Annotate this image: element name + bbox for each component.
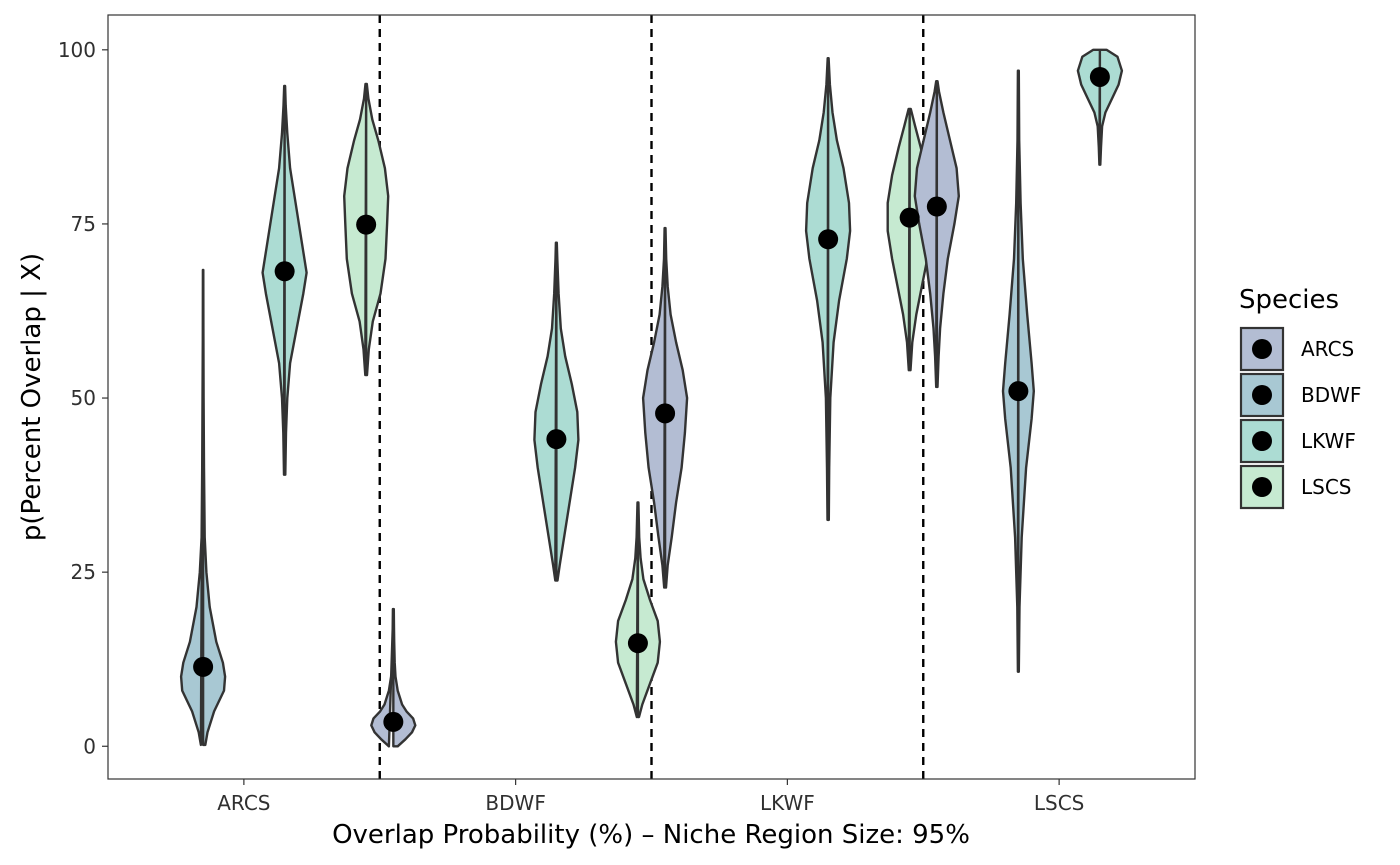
legend-key-point	[1252, 385, 1272, 405]
violin-bdwf-arcs	[370, 607, 417, 748]
violin-bdwf-lscs	[614, 501, 662, 719]
panel-border	[107, 14, 1196, 780]
median-points	[193, 66, 1110, 732]
y-tick-label: 25	[71, 560, 96, 584]
legend-label-lscs: LSCS	[1301, 475, 1352, 499]
legend-title: Species	[1239, 285, 1339, 315]
violin-arcs-lkwf	[261, 84, 308, 476]
x-tick-label-arcs: ARCS	[217, 791, 270, 815]
legend-key-point	[1252, 339, 1272, 359]
y-axis-title: p(Percent Overlap | X)	[17, 253, 47, 541]
median-point-arcs-bdwf	[193, 656, 214, 677]
violin-lscs-arcs	[913, 79, 960, 389]
x-axis-title: Overlap Probability (%) – Niche Region S…	[332, 820, 970, 850]
median-point-bdwf-lscs	[627, 633, 648, 654]
violin-bdwf-lkwf	[533, 241, 580, 582]
x-axis: ARCS BDWF LKWF LSCS	[217, 779, 1084, 815]
x-tick-label-lscs: LSCS	[1034, 791, 1085, 815]
median-point-lkwf-arcs	[655, 403, 676, 424]
x-tick-label-bdwf: BDWF	[485, 791, 545, 815]
legend-key-point	[1252, 477, 1272, 497]
legend-label-arcs: ARCS	[1301, 337, 1354, 361]
violin-lscs-bdwf	[1001, 69, 1035, 673]
y-tick-label: 75	[71, 212, 96, 236]
median-point-lscs-arcs	[926, 196, 947, 217]
y-tick-label: 50	[71, 386, 96, 410]
median-point-lscs-lkwf	[1089, 66, 1110, 87]
median-point-arcs-lkwf	[274, 261, 295, 282]
violin-lscs-lkwf	[1076, 48, 1124, 166]
median-point-lscs-bdwf	[1008, 381, 1029, 402]
median-point-lkwf-lscs	[899, 207, 920, 228]
x-tick-label-lkwf: LKWF	[760, 791, 815, 815]
legend-key-point	[1252, 431, 1272, 451]
median-point-bdwf-arcs	[383, 711, 404, 732]
y-tick-label: 100	[58, 38, 96, 62]
legend-label-bdwf: BDWF	[1301, 383, 1361, 407]
median-point-arcs-lscs	[356, 214, 377, 235]
y-tick-label: 0	[83, 734, 96, 758]
violin-lkwf-lkwf	[804, 56, 852, 522]
violin-arcs-bdwf	[179, 268, 227, 747]
y-axis: 0 25 50 75 100	[58, 38, 108, 758]
median-point-lkwf-lkwf	[818, 229, 839, 250]
legend-label-lkwf: LKWF	[1301, 429, 1356, 453]
median-point-bdwf-lkwf	[546, 429, 567, 450]
legend: Species ARCS BDWF LKWF LSCS	[1239, 285, 1361, 510]
